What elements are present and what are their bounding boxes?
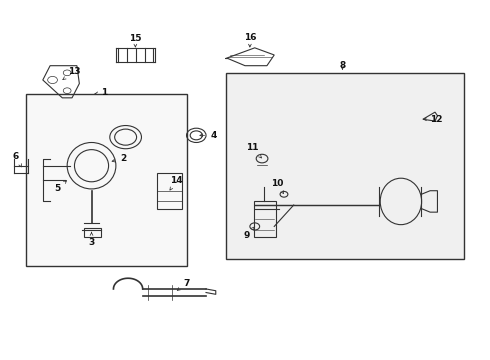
Text: 7: 7 bbox=[177, 279, 190, 291]
Text: 2: 2 bbox=[112, 154, 126, 163]
Bar bbox=[225, 73, 464, 258]
Text: 6: 6 bbox=[13, 152, 22, 167]
Text: 5: 5 bbox=[54, 181, 67, 193]
Text: 3: 3 bbox=[88, 232, 95, 247]
Text: 11: 11 bbox=[246, 143, 262, 158]
Text: 13: 13 bbox=[63, 67, 81, 80]
Text: 1: 1 bbox=[95, 88, 107, 97]
Text: 10: 10 bbox=[271, 179, 284, 194]
Text: 15: 15 bbox=[129, 34, 142, 47]
Text: 16: 16 bbox=[244, 33, 256, 47]
Text: 8: 8 bbox=[339, 61, 345, 70]
Bar bbox=[84, 228, 101, 237]
Text: 4: 4 bbox=[200, 131, 217, 140]
Bar bbox=[254, 202, 276, 237]
Text: 12: 12 bbox=[424, 115, 443, 124]
Bar bbox=[157, 173, 182, 208]
Text: 9: 9 bbox=[244, 226, 255, 240]
Text: 14: 14 bbox=[170, 176, 183, 190]
Bar bbox=[26, 94, 187, 266]
